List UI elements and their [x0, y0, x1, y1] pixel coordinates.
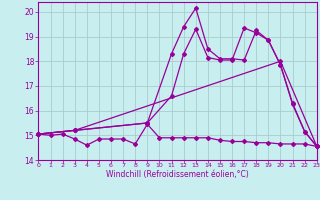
X-axis label: Windchill (Refroidissement éolien,°C): Windchill (Refroidissement éolien,°C) — [106, 170, 249, 179]
